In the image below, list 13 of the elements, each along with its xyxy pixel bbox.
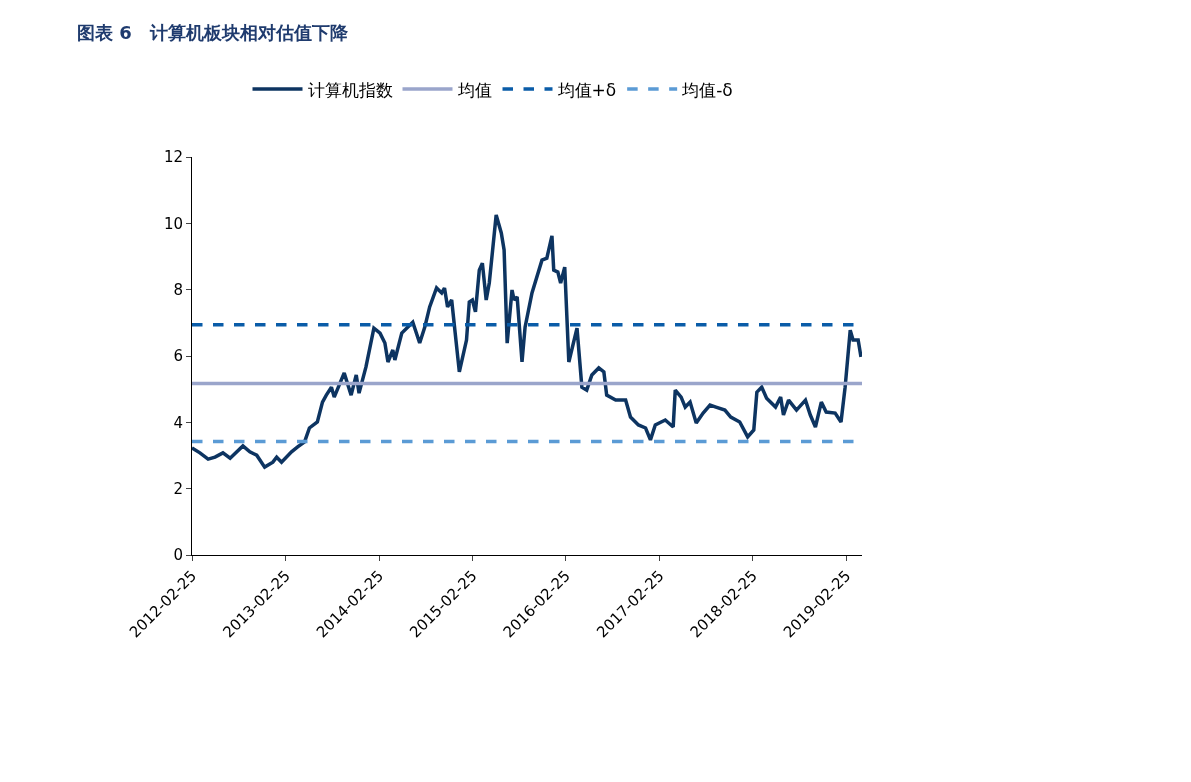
y-tick-label: 2 — [173, 479, 183, 498]
legend-label: 计算机指数 — [307, 79, 393, 100]
chart-title: 图表 6 计算机板块相对估值下降 — [77, 22, 349, 43]
y-tick-label: 0 — [173, 546, 183, 565]
y-tick-label: 8 — [173, 280, 183, 299]
legend-label: 均值+δ — [556, 79, 617, 100]
legend-label: 均值-δ — [681, 79, 733, 100]
legend-label: 均值 — [456, 79, 492, 100]
y-tick-label: 10 — [163, 214, 183, 233]
y-tick-label: 6 — [173, 347, 183, 366]
y-tick-label: 12 — [163, 148, 183, 167]
line-series — [192, 213, 862, 469]
y-tick-label: 4 — [173, 413, 183, 432]
